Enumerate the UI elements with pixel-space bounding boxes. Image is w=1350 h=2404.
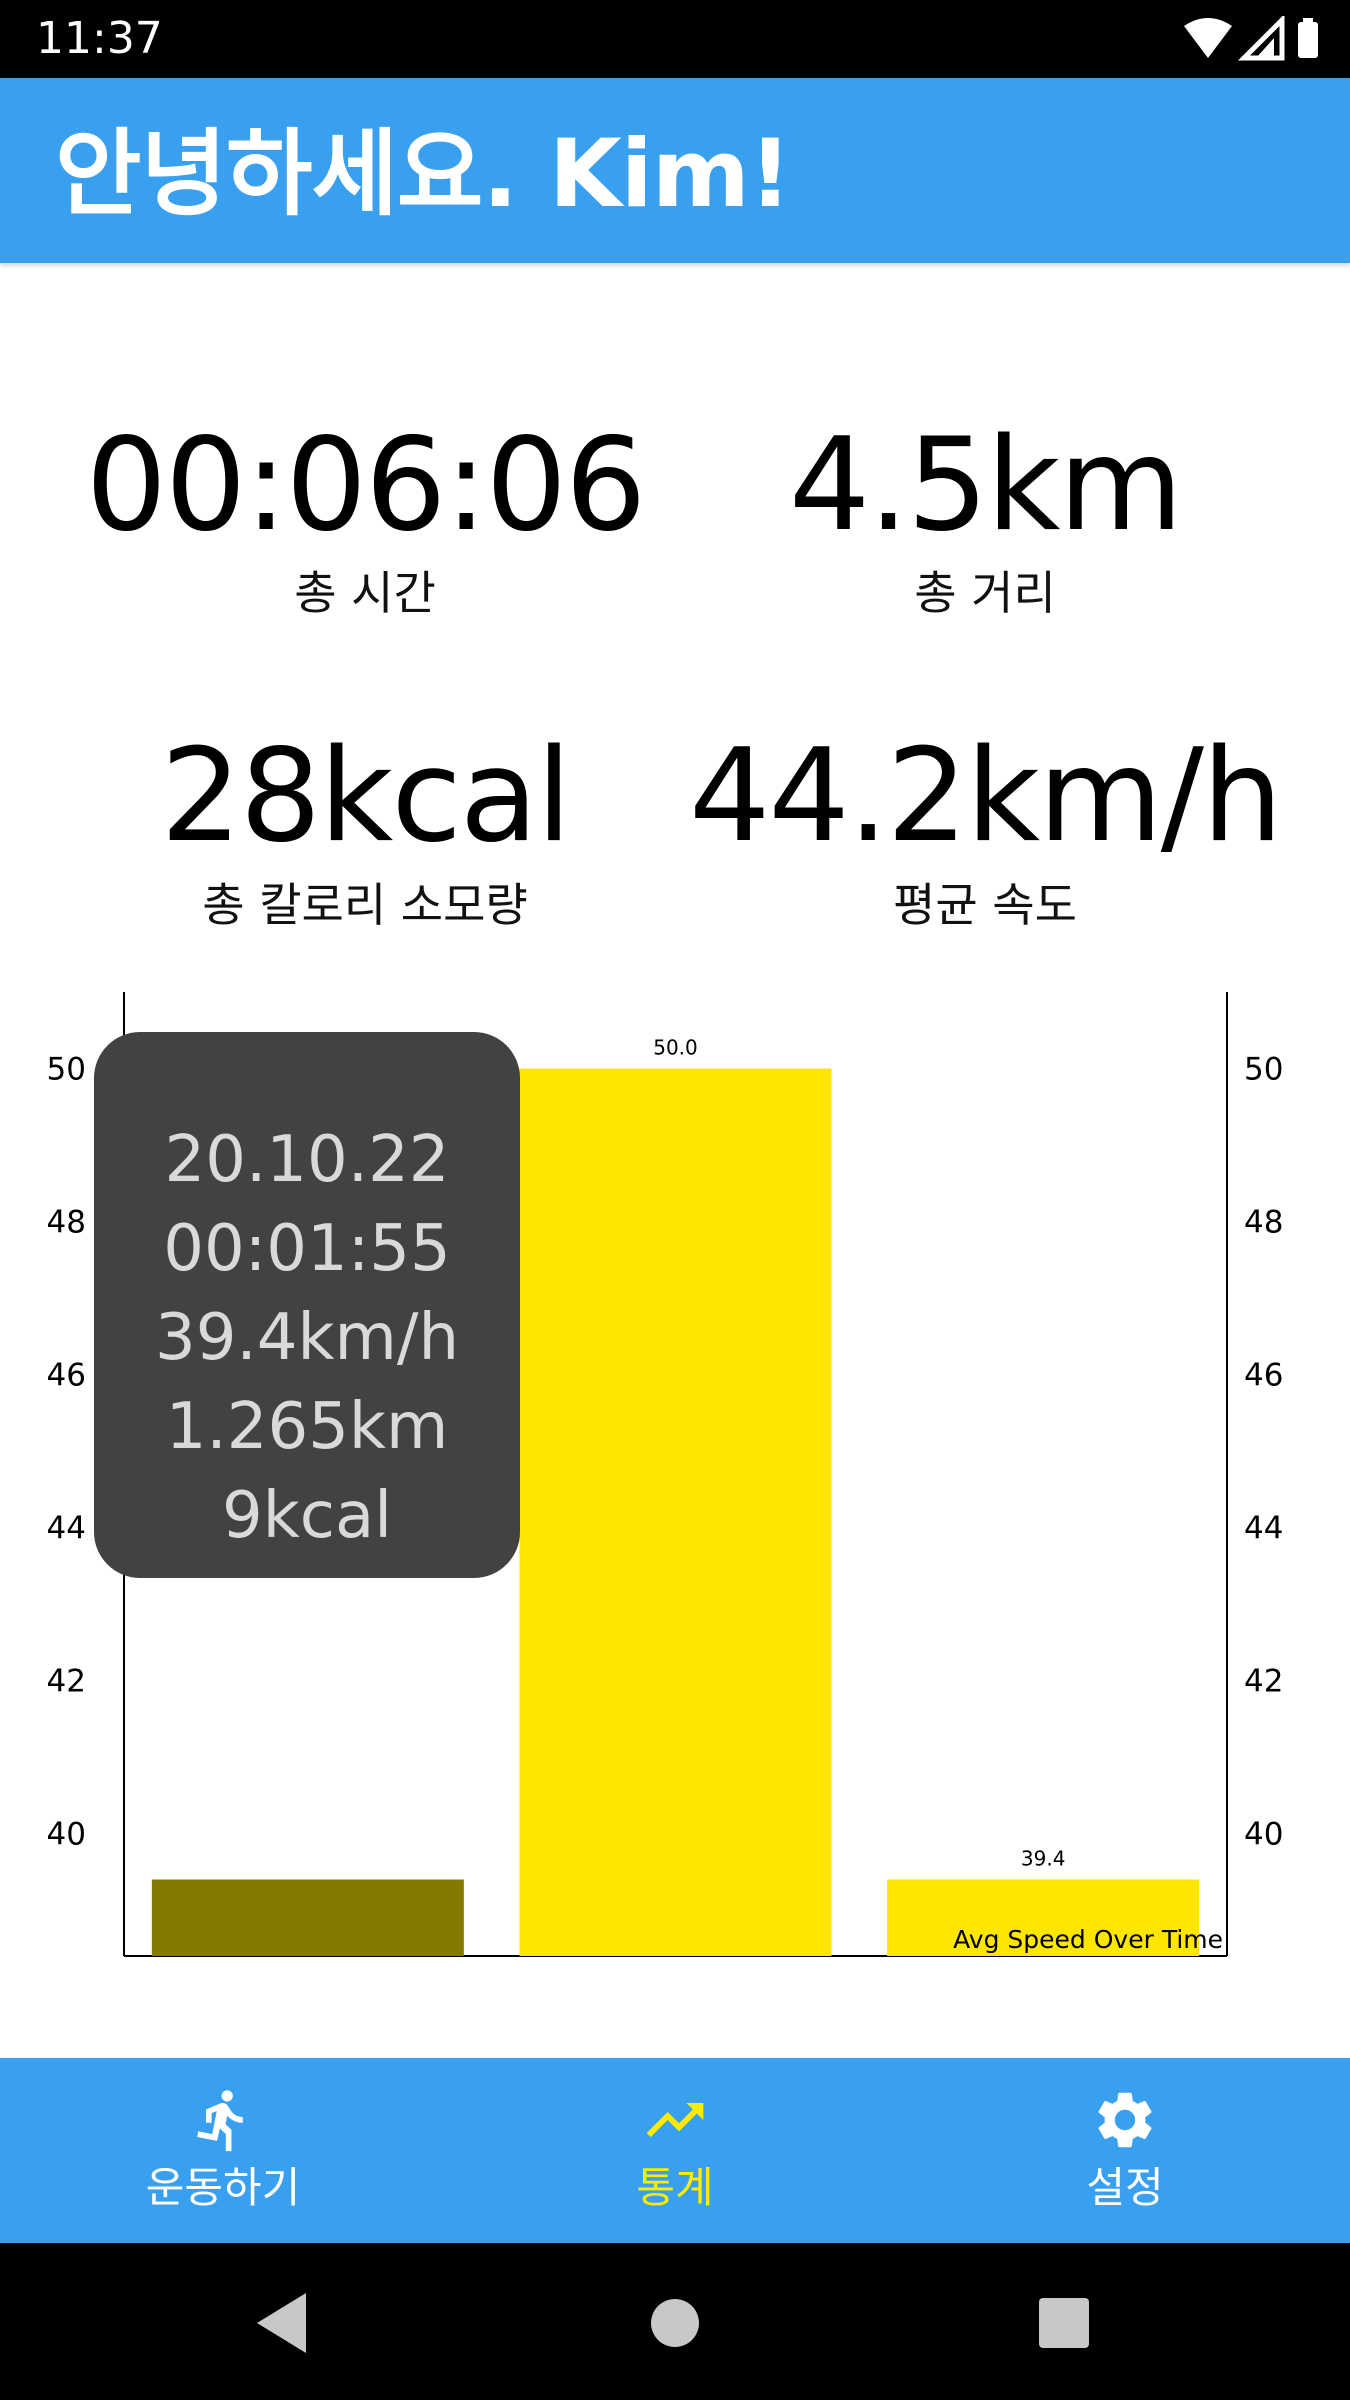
bar-value-label: 39.4	[1021, 1846, 1066, 1870]
average-speed-value: 44.2km/h	[688, 722, 1283, 871]
status-time: 11:37	[36, 13, 163, 64]
bar-tooltip: 20.10.22 00:01:55 39.4km/h 1.265km 9kcal	[94, 1032, 520, 1578]
page-title: 안녕하세요. Kim!	[55, 120, 792, 229]
total-time-label: 총 시간	[294, 566, 436, 620]
total-time-value: 00:06:06	[85, 411, 647, 560]
total-distance-value: 4.5km	[788, 411, 1183, 560]
y-tick-label-right: 42	[1244, 1664, 1283, 1700]
home-icon[interactable]	[651, 2299, 699, 2347]
bar-value-label: 50.0	[653, 1036, 698, 1060]
trending-up-icon	[646, 2103, 704, 2137]
status-bar: 11:37	[0, 0, 1350, 78]
nav-label-workout: 운동하기	[145, 2163, 301, 2212]
tooltip-calories: 9kcal	[222, 1479, 392, 1553]
tooltip-duration: 00:01:55	[163, 1212, 451, 1286]
y-tick-label-left: 40	[47, 1817, 86, 1853]
chart-bar	[887, 1879, 1200, 1956]
y-tick-label-right: 46	[1244, 1358, 1283, 1394]
status-icons	[1184, 16, 1318, 61]
y-tick-label-right: 40	[1244, 1817, 1283, 1853]
battery-icon	[1298, 22, 1318, 58]
y-tick-label-left: 42	[47, 1664, 86, 1700]
y-tick-label-right: 50	[1244, 1052, 1283, 1088]
tooltip-date: 20.10.22	[164, 1123, 450, 1197]
run-icon	[197, 2090, 243, 2152]
nav-item-statistics[interactable]: 통계	[525, 2058, 825, 2243]
wifi-icon	[1184, 18, 1232, 58]
chart-bar	[151, 1879, 464, 1956]
recents-icon[interactable]	[1039, 2298, 1089, 2348]
total-calories-value: 28kcal	[160, 722, 571, 871]
y-tick-label-left: 50	[47, 1052, 86, 1088]
y-tick-label-left: 46	[47, 1358, 86, 1394]
nav-item-workout[interactable]: 운동하기	[73, 2058, 373, 2243]
back-icon[interactable]	[257, 2293, 306, 2353]
tooltip-speed: 39.4km/h	[154, 1301, 460, 1375]
system-navigation-bar	[0, 2243, 1350, 2400]
gear-icon	[1098, 2092, 1152, 2148]
bottom-navigation: 운동하기 통계 설정	[0, 2058, 1350, 2243]
nav-label-settings: 설정	[1086, 2163, 1164, 2212]
chart-description-label: Avg Speed Over Time	[953, 1925, 1223, 1954]
app-bar: 안녕하세요. Kim!	[0, 78, 1350, 263]
nav-label-statistics: 통계	[636, 2163, 714, 2212]
y-tick-label-right: 44	[1244, 1511, 1283, 1547]
nav-item-settings[interactable]: 설정	[975, 2058, 1275, 2243]
y-tick-label-left: 48	[47, 1205, 86, 1241]
average-speed-label: 평균 속도	[893, 878, 1077, 932]
total-calories-label: 총 칼로리 소모량	[202, 878, 528, 932]
y-tick-label-right: 48	[1244, 1205, 1283, 1241]
y-tick-label-left: 44	[47, 1511, 86, 1547]
total-distance-label: 총 거리	[914, 566, 1056, 620]
chart-bar	[519, 1068, 832, 1956]
avg-speed-bar-chart[interactable]: 40 40 42 42 44 44 46 46 48 48 50 50 50.0 39.4 Avg Spee…	[0, 980, 1350, 1970]
tooltip-distance: 1.265km	[165, 1390, 449, 1464]
